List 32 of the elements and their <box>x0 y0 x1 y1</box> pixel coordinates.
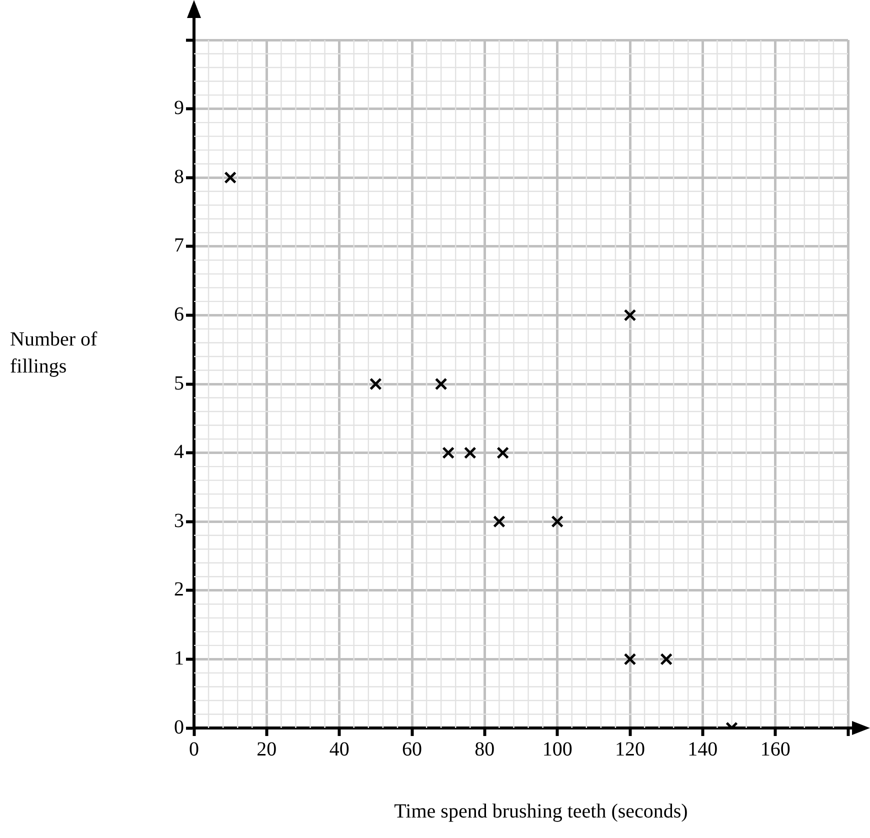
point <box>624 309 636 322</box>
point <box>464 446 476 459</box>
x-tick-label: 80 <box>474 738 495 760</box>
x-tick-label: 160 <box>760 738 790 760</box>
point <box>442 446 455 459</box>
x-tick-label: 100 <box>542 738 572 760</box>
x-tick-label: 140 <box>688 738 718 760</box>
y-tick-label: 4 <box>174 441 184 464</box>
y-tick-label: 1 <box>174 647 184 670</box>
y-tick-label: 9 <box>174 97 184 120</box>
point <box>224 171 237 184</box>
point <box>660 653 673 666</box>
point <box>369 378 382 390</box>
x-tick-label: 40 <box>329 738 350 760</box>
point <box>551 515 564 528</box>
x-tick-label: 120 <box>615 738 645 760</box>
y-tick-label: 3 <box>174 510 184 532</box>
y-tick-label: 6 <box>174 303 184 326</box>
x-axis-title: Time spend brushing teeth (seconds) <box>394 800 688 822</box>
y-axis-title: Number of fillings <box>10 328 98 378</box>
y-tick-label: 2 <box>174 578 184 601</box>
y-tick-label: 5 <box>174 372 184 394</box>
y-tick-label: 7 <box>174 234 184 257</box>
y-tick-label: 8 <box>174 166 184 188</box>
x-tick-label: 0 <box>189 738 199 760</box>
x-tick-label: 60 <box>402 738 422 760</box>
y-tick-label: 0 <box>174 716 184 738</box>
point <box>624 653 636 666</box>
point <box>496 446 510 459</box>
x-tick-label: 20 <box>256 738 277 760</box>
point <box>434 378 448 390</box>
point <box>493 515 506 528</box>
